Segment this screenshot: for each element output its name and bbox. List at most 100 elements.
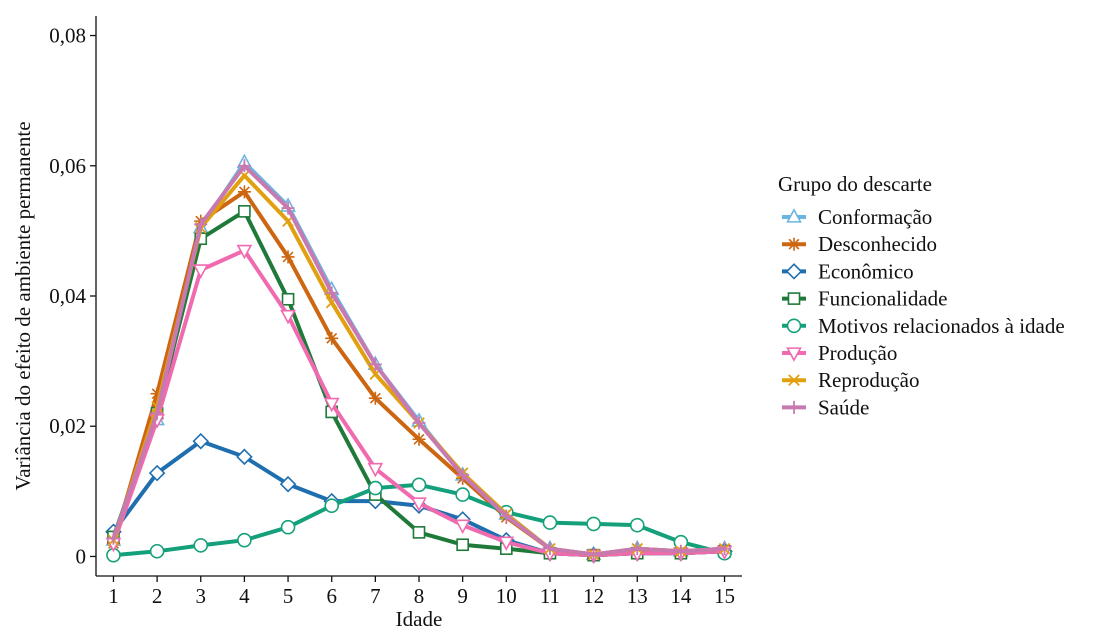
y-tick-label: 0 [76,544,87,568]
legend-marker [787,400,801,414]
legend-title: Grupo do descarte [778,172,932,196]
y-tick-label: 0,06 [49,154,86,178]
legend-item: Produção [782,341,897,365]
x-tick-label: 12 [583,584,604,608]
legend-label: Econômico [818,259,914,283]
series-group [105,244,733,564]
data-point [281,201,295,215]
legend-item: Motivos relacionados à idade [782,314,1065,338]
x-tick-label: 13 [627,584,648,608]
legend-item: Funcionalidade [782,287,947,311]
legend-item: Saúde [782,395,869,419]
data-point [368,391,382,405]
data-point [411,497,427,512]
legend-marker [786,347,802,362]
data-point [236,448,253,466]
legend: Grupo do descarte Conformação Desconhecid… [778,172,1065,419]
legend-item: Desconhecido [782,232,937,256]
legend-item: Reprodução [782,368,919,392]
x-tick-label: 9 [457,584,468,608]
y-axis-ticks: 0 0,02 0,04 0,06 0,08 [49,24,96,568]
x-tick-label: 8 [414,584,425,608]
data-point [281,250,295,264]
data-point [279,475,297,493]
data-point [192,264,209,279]
series-group [106,159,732,562]
x-tick-label: 3 [196,584,207,608]
y-axis-label: Variância do efeito de ambiente permanen… [11,121,35,490]
legend-marker [787,292,801,305]
legend-label: Funcionalidade [818,287,947,311]
data-point [411,477,427,493]
legend-label: Conformação [818,205,932,229]
x-tick-label: 6 [326,584,337,608]
x-tick-label: 1 [108,584,119,608]
data-point [499,509,513,523]
legend-marker [786,208,802,223]
data-point [587,548,601,562]
data-point [368,357,382,371]
data-point [237,532,252,548]
data-point [192,432,210,450]
legend-marker [786,318,802,334]
data-point [455,487,470,502]
data-point [629,517,645,533]
legend-item: Econômico [782,259,914,283]
plot-area [105,153,733,564]
data-point [193,538,209,553]
data-point [325,286,339,300]
x-tick-label: 5 [283,584,294,608]
data-point [498,536,515,551]
x-axis-label: Idade [396,607,443,630]
legend-marker [785,263,803,280]
x-tick-label: 11 [540,584,560,608]
data-point [281,292,295,306]
data-point [194,217,208,231]
data-point [106,531,120,545]
data-point [280,519,296,535]
data-point [630,542,644,556]
data-point [586,516,601,532]
legend-label: Saúde [818,395,869,419]
x-tick-label: 4 [239,584,250,608]
y-tick-label: 0,08 [49,24,86,48]
x-tick-label: 10 [496,584,517,608]
data-point [237,159,251,173]
data-point [456,538,469,552]
legend-label: Desconhecido [818,232,937,256]
data-point [323,397,340,413]
data-point [238,205,251,218]
legend-label: Produção [818,341,897,365]
data-point [150,387,164,401]
axes: 1 2 3 4 5 6 7 8 9 10 11 12 13 14 15 00,020,040,060,08 … [11,16,742,630]
data-point [280,309,296,325]
data-point [456,468,470,482]
data-point [367,462,384,478]
legend-marker [788,374,800,387]
data-point [542,515,558,530]
data-point [718,542,732,556]
x-axis-ticks: 1 2 3 4 5 6 7 8 9 10 11 12 13 14 15 [108,576,735,608]
legend-marker [787,237,801,251]
data-point [324,498,340,513]
data-point [236,244,253,260]
x-tick-label: 14 [670,584,692,608]
legend-label: Reprodução [818,368,919,392]
data-point [368,480,383,496]
data-point [412,432,426,446]
x-tick-label: 7 [370,584,381,608]
data-point [237,185,251,199]
data-point [150,406,164,420]
legend-item: Conformação [782,205,932,229]
y-tick-label: 0,02 [49,414,86,438]
x-tick-label: 15 [714,584,735,608]
data-point [148,464,166,482]
data-point [674,544,688,558]
data-point [543,542,557,556]
x-tick-label: 2 [152,584,163,608]
data-point [325,331,339,345]
data-point [149,543,165,559]
legend-label: Motivos relacionados à idade [818,314,1065,338]
y-tick-label: 0,04 [49,284,86,308]
